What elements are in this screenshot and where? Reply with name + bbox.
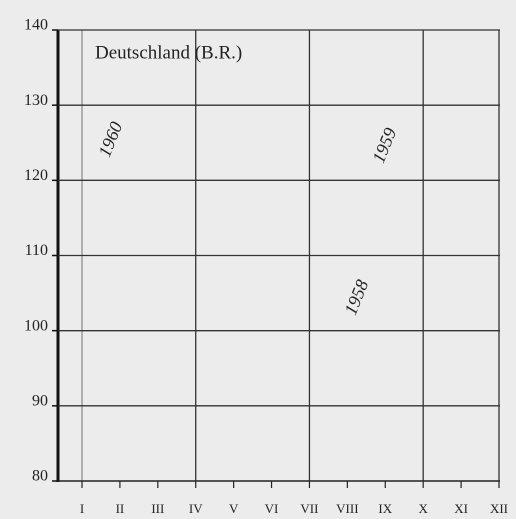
x-tick-label: VI xyxy=(265,501,279,516)
x-tick-label: V xyxy=(229,501,239,516)
x-tick-label: I xyxy=(80,501,84,516)
x-tick-label: XII xyxy=(490,501,508,516)
y-tick-label: 130 xyxy=(24,92,48,109)
x-tick-label: VIII xyxy=(336,501,358,516)
x-tick-label: X xyxy=(418,501,428,516)
x-tick-label: XI xyxy=(454,501,468,516)
y-tick-label: 140 xyxy=(24,17,48,34)
y-tick-label: 110 xyxy=(25,242,48,259)
y-tick-label: 90 xyxy=(32,393,48,410)
chart-title: Deutschland (B.R.) xyxy=(95,42,242,63)
x-tick-label: VII xyxy=(300,501,318,516)
x-tick-label: IV xyxy=(189,501,203,516)
y-tick-label: 80 xyxy=(32,468,48,485)
x-tick-label: II xyxy=(116,501,125,516)
x-tick-label: III xyxy=(151,501,164,516)
y-tick-label: 120 xyxy=(24,167,48,184)
x-tick-label: IX xyxy=(378,501,392,516)
y-tick-label: 100 xyxy=(24,317,48,334)
